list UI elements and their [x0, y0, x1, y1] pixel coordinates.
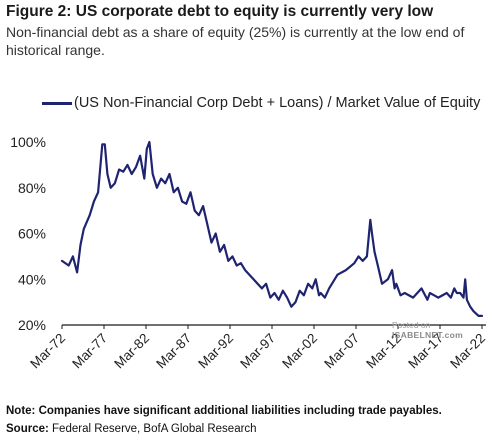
- x-tick-label: Mar-92: [195, 331, 236, 372]
- x-tick-label: Mar-07: [321, 331, 362, 372]
- chart-legend: (US Non-Financial Corp Debt + Loans) / M…: [42, 95, 480, 111]
- y-tick-label: 40%: [18, 271, 46, 287]
- y-tick-label: 80%: [18, 180, 46, 196]
- series-line: [60, 140, 484, 317]
- chart-source: Source: Federal Reserve, BofA Global Res…: [6, 423, 257, 435]
- figure-title: Figure 2: US corporate debt to equity is…: [6, 3, 434, 20]
- watermark: Posted on ISABELNET.com: [392, 320, 463, 340]
- x-tick-label: Mar-72: [27, 331, 68, 372]
- watermark-line1: Posted on: [392, 320, 431, 330]
- source-label: Source:: [6, 423, 49, 435]
- x-tick-label: Mar-77: [69, 331, 110, 372]
- legend-label: (US Non-Financial Corp Debt + Loans) / M…: [74, 95, 481, 111]
- source-text: Federal Reserve, BofA Global Research: [52, 423, 257, 435]
- y-tick-label: 20%: [18, 317, 46, 333]
- watermark-brand: ISABELNET.com: [392, 330, 463, 340]
- x-tick-label: Mar-02: [279, 331, 320, 372]
- x-tick-label: Mar-82: [111, 331, 152, 372]
- chart-note: Note: Companies have significant additio…: [6, 405, 442, 417]
- legend-line-swatch: [42, 101, 72, 105]
- x-tick-label: Mar-97: [237, 331, 278, 372]
- figure-subtitle: Non-financial debt as a share of equity …: [6, 24, 465, 58]
- y-tick-label: 100%: [10, 134, 46, 150]
- y-tick-label: 60%: [18, 226, 46, 242]
- x-tick-label: Mar-87: [153, 331, 194, 372]
